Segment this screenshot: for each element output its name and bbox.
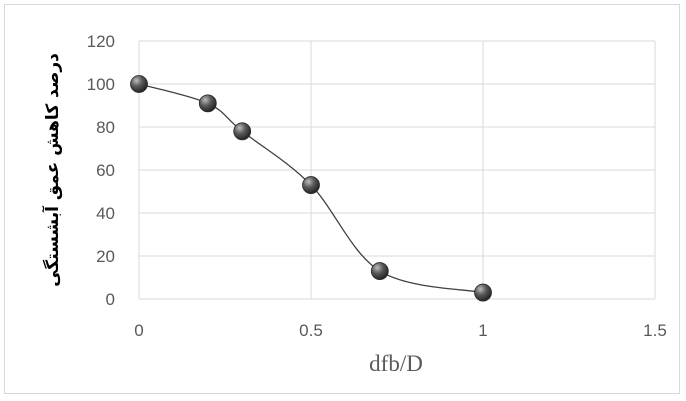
y-tick-label: 0 [106, 290, 115, 309]
y-tick-label: 100 [87, 75, 115, 94]
tick-labels: 0 20 40 60 80 100 120 0 0.5 1 1.5 [87, 32, 667, 340]
x-tick-label: 0 [134, 321, 143, 340]
y-tick-label: 120 [87, 32, 115, 51]
y-tick-label: 20 [96, 247, 115, 266]
y-tick-label: 60 [96, 161, 115, 180]
data-point-marker [198, 94, 217, 113]
chart-frame [4, 4, 680, 394]
x-tick-label: 1 [478, 321, 487, 340]
x-tick-label: 0.5 [299, 321, 323, 340]
y-tick-label: 80 [96, 118, 115, 137]
data-point-marker [370, 262, 389, 280]
data-point-marker [130, 75, 148, 93]
y-axis-title: درصد کاهش عمق آبشستگی [41, 53, 63, 287]
markers [130, 75, 492, 302]
data-point-marker [474, 283, 492, 302]
data-point-marker [233, 122, 252, 141]
y-tick-label: 40 [96, 204, 115, 223]
x-axis-title: dfb/D [369, 351, 423, 376]
x-tick-label: 1.5 [643, 321, 667, 340]
data-point-marker [302, 176, 320, 194]
grid-lines [138, 40, 656, 300]
